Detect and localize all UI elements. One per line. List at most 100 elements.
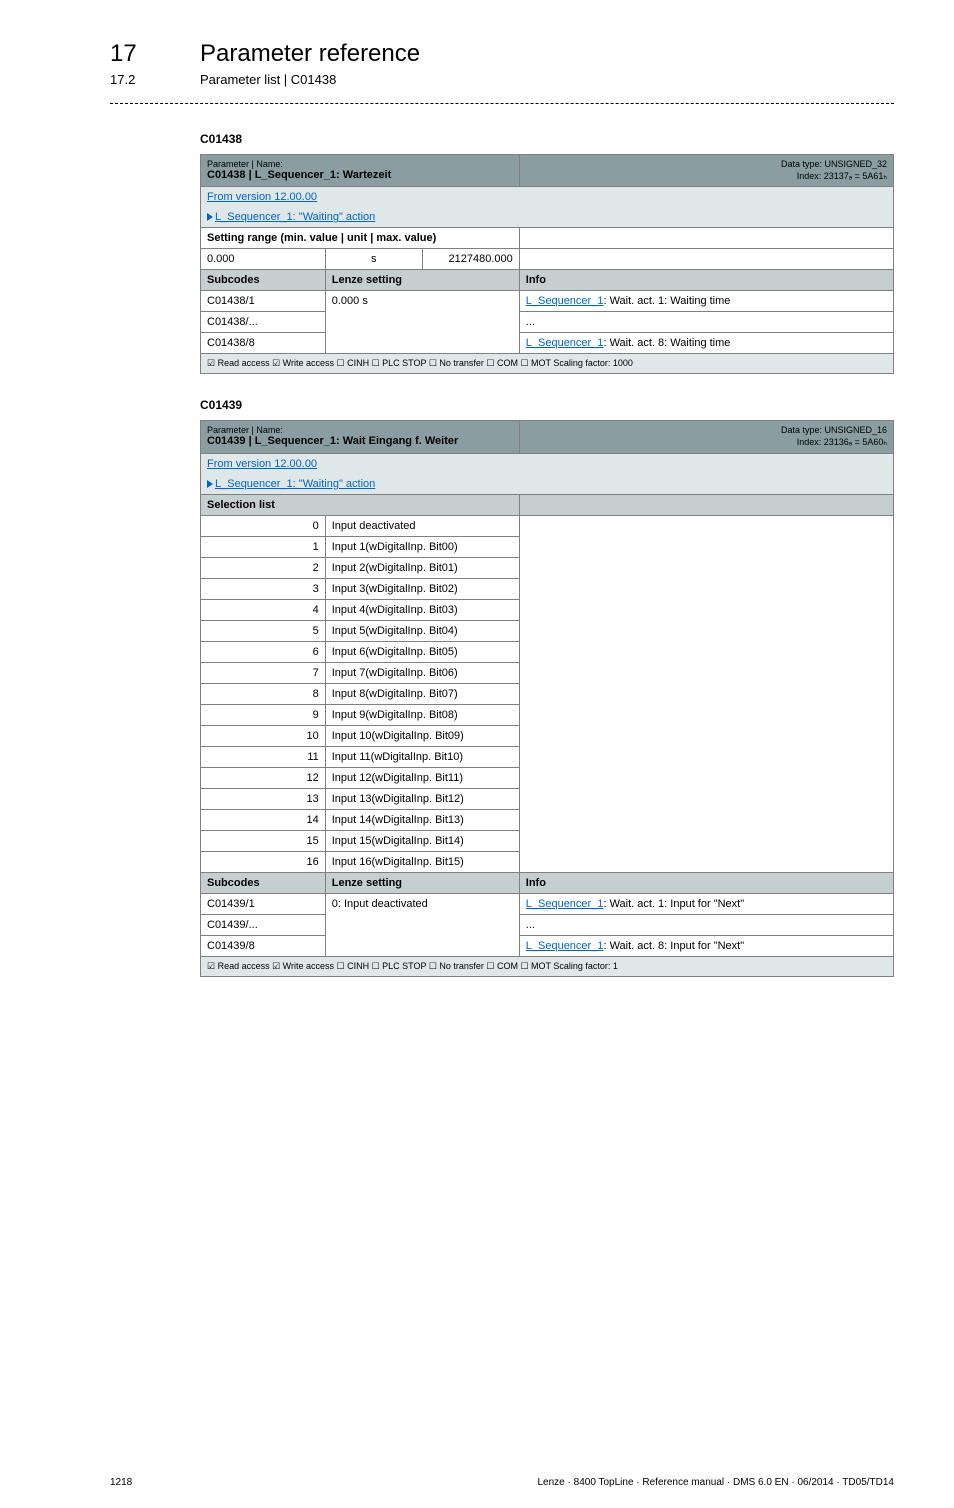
range-min: 0.000 [201, 249, 326, 270]
table-row: L_Sequencer_1: "Waiting" action [201, 474, 894, 495]
selection-text: Input 2(wDigitalInp. Bit01) [325, 557, 519, 578]
info-cell: L_Sequencer_1: Wait. act. 8: Waiting tim… [519, 333, 893, 354]
table-row: C01438/... ... [201, 312, 894, 333]
selection-text: Input 14(wDigitalInp. Bit13) [325, 809, 519, 830]
action-link[interactable]: L_Sequencer_1: "Waiting" action [215, 478, 375, 490]
selection-index: 16 [201, 851, 326, 872]
param-name-cell: Parameter | Name: C01439 | L_Sequencer_1… [201, 421, 520, 453]
param-name-value: C01438 | L_Sequencer_1: Wartezeit [207, 169, 391, 181]
info-cell: L_Sequencer_1: Wait. act. 1: Input for "… [519, 893, 893, 914]
info-link[interactable]: L_Sequencer_1 [526, 295, 604, 307]
data-type-line2: Index: 23137ₔ = 5A61ₕ [797, 171, 887, 181]
selection-text: Input 10(wDigitalInp. Bit09) [325, 725, 519, 746]
selection-text: Input 16(wDigitalInp. Bit15) [325, 851, 519, 872]
access-footer: ☑ Read access ☑ Write access ☐ CINH ☐ PL… [201, 354, 894, 374]
subcode-cell: C01438/8 [201, 333, 326, 354]
param-name-cell: Parameter | Name: C01438 | L_Sequencer_1… [201, 155, 520, 187]
data-type-line2: Index: 23136ₔ = 5A60ₕ [797, 437, 887, 447]
arrow-right-icon [207, 480, 213, 488]
selection-index: 0 [201, 515, 326, 536]
selection-text: Input 8(wDigitalInp. Bit07) [325, 683, 519, 704]
table-row: L_Sequencer_1: "Waiting" action [201, 207, 894, 228]
selection-index: 7 [201, 662, 326, 683]
info-rest: : Wait. act. 1: Waiting time [603, 295, 730, 307]
selection-index: 9 [201, 704, 326, 725]
selection-index: 1 [201, 536, 326, 557]
param-name-label: Parameter | Name: [207, 159, 513, 169]
selection-index: 15 [201, 830, 326, 851]
info-rest: : Wait. act. 8: Input for "Next" [603, 940, 744, 952]
info-link[interactable]: L_Sequencer_1 [526, 940, 604, 952]
info-link[interactable]: L_Sequencer_1 [526, 337, 604, 349]
chapter-title: Parameter reference [200, 40, 420, 68]
subcode-cell: C01438/1 [201, 291, 326, 312]
section-header: 17.2 Parameter list | C01438 [110, 72, 894, 87]
from-version-link[interactable]: From version 12.00.00 [207, 458, 317, 470]
info-rest: : Wait. act. 8: Waiting time [603, 337, 730, 349]
lenze-cell: 0: Input deactivated [325, 893, 519, 956]
from-version-cell: From version 12.00.00 [201, 187, 894, 208]
section-number: 17.2 [110, 72, 200, 87]
empty-cell [519, 515, 893, 872]
param-table-b: Parameter | Name: C01439 | L_Sequencer_1… [200, 420, 894, 976]
subcodes-header: Subcodes [201, 270, 326, 291]
setting-range-label: Setting range (min. value | unit | max. … [201, 228, 520, 249]
data-type-cell: Data type: UNSIGNED_32 Index: 23137ₔ = 5… [519, 155, 893, 187]
empty-cell [519, 249, 893, 270]
selection-text: Input 15(wDigitalInp. Bit14) [325, 830, 519, 851]
info-link[interactable]: L_Sequencer_1 [526, 898, 604, 910]
selection-index: 4 [201, 599, 326, 620]
range-unit: s [325, 249, 422, 270]
from-version-cell: From version 12.00.00 [201, 453, 894, 474]
info-header: Info [519, 270, 893, 291]
section-title: Parameter list | C01438 [200, 72, 336, 87]
lenze-header: Lenze setting [325, 270, 519, 291]
selection-text: Input 6(wDigitalInp. Bit05) [325, 641, 519, 662]
divider [110, 103, 894, 104]
table-row: From version 12.00.00 [201, 187, 894, 208]
selection-text: Input 9(wDigitalInp. Bit08) [325, 704, 519, 725]
empty-cell [519, 228, 893, 249]
selection-index: 5 [201, 620, 326, 641]
from-version-link[interactable]: From version 12.00.00 [207, 191, 317, 203]
table-header-row: Parameter | Name: C01438 | L_Sequencer_1… [201, 155, 894, 187]
info-header: Info [519, 872, 893, 893]
selection-text: Input 3(wDigitalInp. Bit02) [325, 578, 519, 599]
selection-text: Input 4(wDigitalInp. Bit03) [325, 599, 519, 620]
page-footer: 1218 Lenze · 8400 TopLine · Reference ma… [0, 1477, 954, 1508]
table-row: 0.000 s 2127480.000 [201, 249, 894, 270]
data-type-line1: Data type: UNSIGNED_32 [781, 159, 887, 169]
selection-text: Input 5(wDigitalInp. Bit04) [325, 620, 519, 641]
selection-text: Input 7(wDigitalInp. Bit06) [325, 662, 519, 683]
selection-text: Input 13(wDigitalInp. Bit12) [325, 788, 519, 809]
access-footer-row: ☑ Read access ☑ Write access ☐ CINH ☐ PL… [201, 956, 894, 976]
table-row: Setting range (min. value | unit | max. … [201, 228, 894, 249]
table-row: From version 12.00.00 [201, 453, 894, 474]
empty-cell [519, 494, 893, 515]
chapter-header: 17 Parameter reference [110, 40, 894, 68]
chapter-number: 17 [110, 40, 200, 68]
selection-index: 14 [201, 809, 326, 830]
action-link[interactable]: L_Sequencer_1: "Waiting" action [215, 211, 375, 223]
action-cell: L_Sequencer_1: "Waiting" action [201, 474, 894, 495]
access-footer-row: ☑ Read access ☑ Write access ☐ CINH ☐ PL… [201, 354, 894, 374]
selection-index: 12 [201, 767, 326, 788]
table-row: C01439/... ... [201, 914, 894, 935]
selection-text: Input 12(wDigitalInp. Bit11) [325, 767, 519, 788]
param-name-value: C01439 | L_Sequencer_1: Wait Eingang f. … [207, 435, 458, 447]
subcodes-header: Subcodes [201, 872, 326, 893]
selection-list-header: Selection list [201, 494, 520, 515]
selection-index: 2 [201, 557, 326, 578]
selection-list-row: 0Input deactivated [201, 515, 894, 536]
table-header-row: Parameter | Name: C01439 | L_Sequencer_1… [201, 421, 894, 453]
data-type-line1: Data type: UNSIGNED_16 [781, 425, 887, 435]
selection-index: 10 [201, 725, 326, 746]
subcodes-header-row: Subcodes Lenze setting Info [201, 270, 894, 291]
selection-text: Input deactivated [325, 515, 519, 536]
table-row: C01438/8 L_Sequencer_1: Wait. act. 8: Wa… [201, 333, 894, 354]
param-id-a: C01438 [200, 132, 894, 146]
table-row: C01439/1 0: Input deactivated L_Sequence… [201, 893, 894, 914]
selection-index: 3 [201, 578, 326, 599]
selection-index: 6 [201, 641, 326, 662]
page-number: 1218 [110, 1477, 132, 1488]
